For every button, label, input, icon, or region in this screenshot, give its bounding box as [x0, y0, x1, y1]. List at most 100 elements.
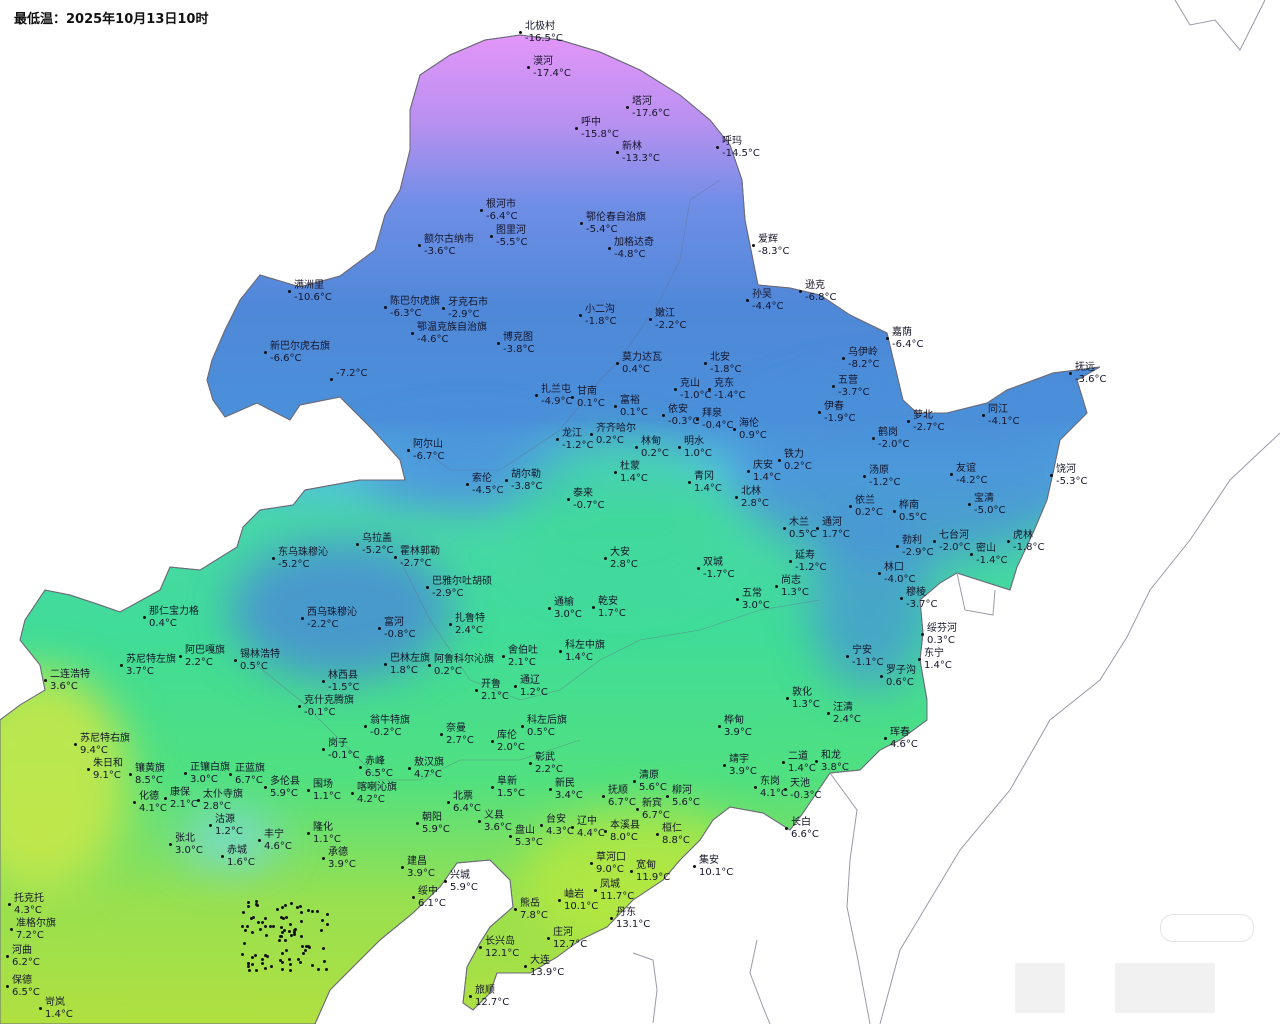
station-label: 奈曼 2.7°C: [440, 723, 474, 747]
station-dot: [491, 740, 494, 743]
station-temperature: -0.3°C: [790, 790, 822, 801]
station-temperature: 10.1°C: [699, 867, 734, 878]
station-temperature: -4.8°C: [614, 249, 646, 260]
station-dot: [289, 969, 293, 973]
station-label: 富裕 0.1°C: [614, 395, 648, 419]
station-temperature: 8.5°C: [135, 775, 163, 786]
station-dot: [907, 420, 910, 423]
station-name: 长白: [791, 817, 811, 828]
station-label: 柳河 5.6°C: [666, 785, 700, 809]
station-dot: [292, 930, 296, 934]
station-temperature: -17.4°C: [533, 68, 571, 79]
station-temperature: -0.1°C: [304, 707, 336, 718]
station-name: 准格尔旗: [16, 918, 56, 929]
station-temperature: -1.9°C: [824, 413, 856, 424]
station-label: 海伦 0.9°C: [733, 418, 767, 442]
station-dot: [247, 964, 251, 968]
station-temperature: 0.6°C: [886, 677, 914, 688]
station-label: 宁安 -1.1°C: [846, 645, 884, 669]
station-temperature: -3.6°C: [424, 246, 456, 257]
station-label: 伊春 -1.9°C: [818, 401, 856, 425]
station-label: 岫岩 10.1°C: [558, 889, 598, 913]
station-name: 索伦: [472, 473, 492, 484]
station-dot: [384, 663, 387, 666]
station-label: 东岗 4.1°C: [754, 776, 788, 800]
station-temperature: 2.8°C: [610, 559, 638, 570]
station-name: 承德: [328, 847, 348, 858]
station-dot: [752, 244, 755, 247]
station-name: 杜蒙: [620, 461, 640, 472]
station-name: 扎鲁特: [455, 613, 485, 624]
station-label: 长白 6.6°C: [785, 817, 819, 841]
station-name: 彰武: [535, 752, 555, 763]
station-dot: [982, 414, 985, 417]
station-temperature: 2.4°C: [455, 625, 483, 636]
station-name: 义县: [484, 810, 504, 821]
blank-panel: [1015, 963, 1065, 1013]
station-dot: [279, 926, 283, 930]
station-dot: [921, 633, 924, 636]
station-name: 科左后旗: [527, 715, 567, 726]
station-temperature: -8.2°C: [848, 359, 880, 370]
station-label: 五营 -3.7°C: [832, 375, 870, 399]
station-label: 鹤岗 -2.0°C: [872, 427, 910, 451]
station-temperature: 4.6°C: [264, 841, 292, 852]
station-dot: [604, 557, 607, 560]
station-label: 拜泉 -0.4°C: [696, 408, 734, 432]
station-dot: [519, 31, 522, 34]
station-temperature: 11.9°C: [636, 872, 671, 883]
station-label: 东宁 1.4°C: [918, 648, 952, 672]
station-label: 漠河 -17.4°C: [527, 56, 571, 80]
station-name: 林西县: [328, 670, 358, 681]
station-name: 桦甸: [724, 715, 744, 726]
station-dot: [264, 953, 268, 957]
station-dot: [466, 483, 469, 486]
station-temperature: 6.5°C: [365, 768, 393, 779]
station-label: 汪清 2.4°C: [827, 702, 861, 726]
station-name: 孙吴: [752, 289, 772, 300]
station-label: 林口 -4.0°C: [878, 562, 916, 586]
station-dot: [746, 299, 749, 302]
station-label: 克东 -1.4°C: [708, 378, 746, 402]
station-dot: [950, 473, 953, 476]
station-label: 西乌珠穆沁 -2.2°C: [301, 607, 357, 631]
station-temperature: 0.2°C: [596, 435, 624, 446]
station-dot: [272, 557, 275, 560]
station-temperature: -1.4°C: [714, 390, 746, 401]
station-dot: [747, 470, 750, 473]
station-label: 富河 -0.8°C: [378, 617, 416, 641]
station-dot: [491, 786, 494, 789]
station-dot: [39, 1007, 42, 1010]
station-name: 铁力: [784, 449, 804, 460]
station-label: 珲春 4.6°C: [884, 727, 918, 751]
station-name: 多伦县: [270, 776, 300, 787]
station-name: 柳河: [672, 785, 692, 796]
station-label: 镶黄旗 8.5°C: [129, 763, 165, 787]
station-dot: [799, 290, 802, 293]
station-name: 桦南: [899, 500, 919, 511]
station-temperature: 5.9°C: [270, 788, 298, 799]
station-temperature: -1.2°C: [795, 562, 827, 573]
station-label: 泰来 -0.7°C: [567, 488, 605, 512]
station-label: 小二沟 -1.8°C: [579, 304, 617, 328]
station-name: 桓仁: [662, 823, 682, 834]
station-dot: [245, 924, 249, 928]
station-dot: [169, 843, 172, 846]
station-dot: [490, 235, 493, 238]
station-name: 二连浩特: [50, 669, 90, 680]
station-name: 甘南: [577, 386, 597, 397]
station-dot: [351, 792, 354, 795]
station-label: 沽源 1.2°C: [209, 814, 243, 838]
station-label: 东乌珠穆沁 -5.2°C: [272, 547, 328, 571]
station-label: 天池 -0.3°C: [784, 778, 822, 802]
station-name: 明水: [684, 436, 704, 447]
station-name: 漠河: [533, 56, 553, 67]
station-name: 霍林郭勒: [400, 546, 440, 557]
station-dot: [299, 905, 303, 909]
station-temperature: 5.6°C: [639, 782, 667, 793]
station-dot: [253, 954, 257, 958]
station-label: 多伦县 5.9°C: [264, 776, 300, 800]
station-temperature: 7.8°C: [520, 910, 548, 921]
station-dot: [789, 560, 792, 563]
station-label: 丹东 13.1°C: [610, 907, 650, 931]
